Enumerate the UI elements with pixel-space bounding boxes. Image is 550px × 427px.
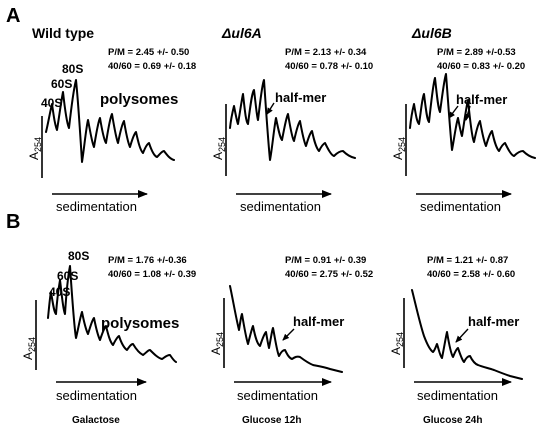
pm-ratio: P/M = 2.45 +/- 0.50 <box>108 47 189 58</box>
y-axis-label: A254 <box>209 332 225 355</box>
peak-label-40s: 40S <box>49 285 70 299</box>
panel-a-letter: A <box>6 5 20 27</box>
ratio-40-60: 40/60 = 2.58 +/- 0.60 <box>427 269 515 280</box>
peak-label-40s: 40S <box>41 96 62 110</box>
profile-glucose-24h: P/M = 1.21 +/- 0.87 40/60 = 2.58 +/- 0.6… <box>389 255 523 426</box>
profile-title: Δul6A <box>221 25 262 41</box>
ratio-40-60: 40/60 = 1.08 +/- 0.39 <box>108 269 196 280</box>
ratio-40-60: 40/60 = 0.69 +/- 0.18 <box>108 61 196 72</box>
absorbance-trace <box>47 265 177 363</box>
peak-label-60s: 60S <box>51 77 72 91</box>
profile-wild-type: Wild type P/M = 2.45 +/- 0.50 40/60 = 0.… <box>27 25 196 214</box>
y-axis-label: A254 <box>27 137 43 160</box>
polysomes-label: polysomes <box>100 91 178 108</box>
condition-label: Glucose 12h <box>242 415 301 426</box>
absorbance-trace <box>45 79 175 163</box>
y-axis-label: A254 <box>211 137 227 160</box>
half-mer-label: half-mer <box>468 314 519 329</box>
polysomes-label: polysomes <box>101 315 179 332</box>
absorbance-trace <box>229 79 356 161</box>
x-axis-label: sedimentation <box>417 388 498 403</box>
pm-ratio: P/M = 2.13 +/- 0.34 <box>285 47 367 58</box>
peak-label-80s: 80S <box>68 249 89 263</box>
half-mer-label: half-mer <box>293 314 344 329</box>
absorbance-trace <box>409 73 536 159</box>
half-mer-arrow <box>282 328 295 341</box>
pm-ratio: P/M = 1.76 +/-0.36 <box>108 255 187 266</box>
y-axis-label: A254 <box>21 337 37 360</box>
y-axis-label: A254 <box>391 137 407 160</box>
panel-b-letter: B <box>6 211 20 233</box>
x-axis-label: sedimentation <box>240 199 321 214</box>
profile-title: Δul6B <box>411 25 452 41</box>
profile-ul6b: Δul6B P/M = 2.89 +/-0.53 40/60 = 0.83 +/… <box>391 25 536 214</box>
pm-ratio: P/M = 1.21 +/- 0.87 <box>427 255 508 266</box>
pm-ratio: P/M = 2.89 +/-0.53 <box>437 47 516 58</box>
half-mer-arrow <box>448 105 459 119</box>
profile-ul6a: Δul6A P/M = 2.13 +/- 0.34 40/60 = 0.78 +… <box>211 25 373 214</box>
profile-galactose: P/M = 1.76 +/-0.36 40/60 = 1.08 +/- 0.39… <box>21 249 196 426</box>
ratio-40-60: 40/60 = 0.83 +/- 0.20 <box>437 61 525 72</box>
ratio-40-60: 40/60 = 0.78 +/- 0.10 <box>285 61 373 72</box>
x-axis-label: sedimentation <box>56 199 137 214</box>
half-mer-arrow <box>455 328 469 343</box>
absorbance-trace <box>229 285 343 373</box>
condition-label: Galactose <box>72 415 120 426</box>
profile-title: Wild type <box>32 25 94 41</box>
pm-ratio: P/M = 0.91 +/- 0.39 <box>285 255 366 266</box>
ratio-40-60: 40/60 = 2.75 +/- 0.52 <box>285 269 373 280</box>
x-axis-label: sedimentation <box>237 388 318 403</box>
profile-glucose-12h: P/M = 0.91 +/- 0.39 40/60 = 2.75 +/- 0.5… <box>209 255 373 426</box>
half-mer-label: half-mer <box>275 90 326 105</box>
half-mer-label: half-mer <box>456 92 507 107</box>
condition-label: Glucose 24h <box>423 415 482 426</box>
absorbance-trace <box>411 289 523 380</box>
peak-label-80s: 80S <box>62 62 83 76</box>
half-mer-arrow <box>266 102 275 115</box>
x-axis-label: sedimentation <box>56 388 137 403</box>
x-axis-label: sedimentation <box>420 199 501 214</box>
y-axis-label: A254 <box>389 332 405 355</box>
